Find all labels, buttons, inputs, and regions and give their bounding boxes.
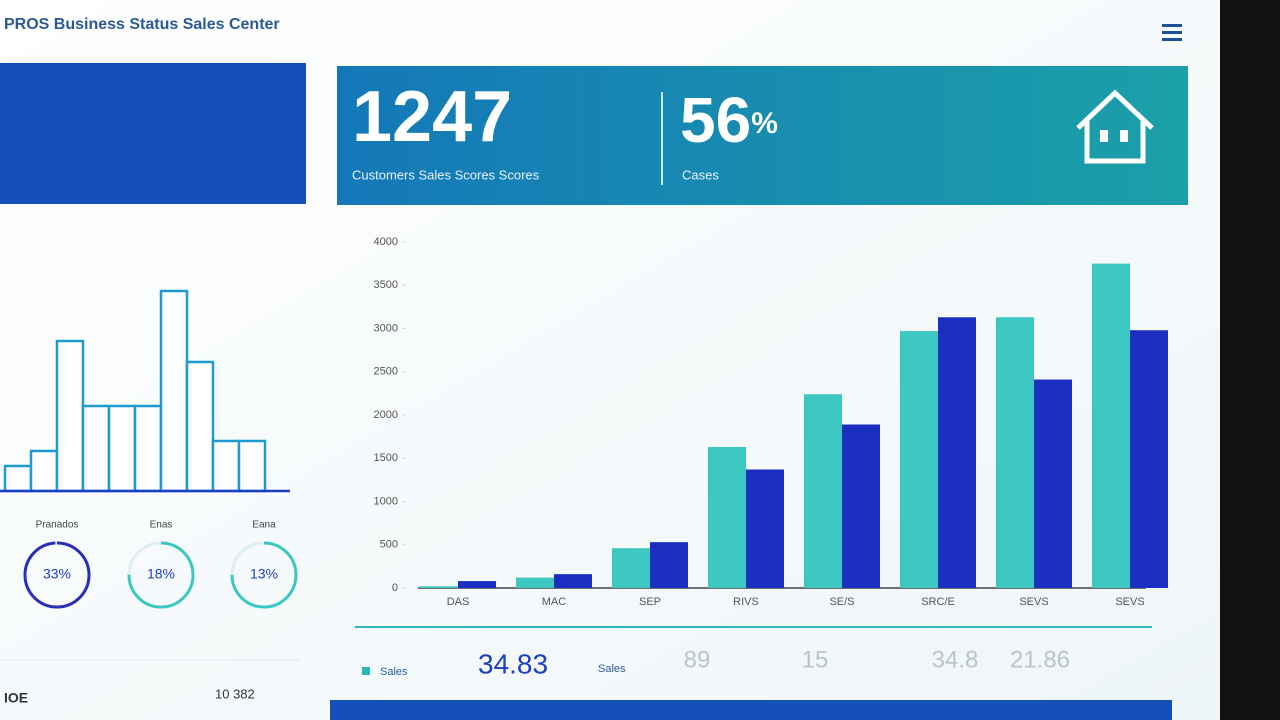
- footer-legend: Sales: [380, 666, 408, 678]
- left-panel: [0, 63, 306, 204]
- home-icon[interactable]: [1076, 89, 1154, 164]
- bar: [612, 548, 650, 588]
- y-tick-label: 500: [380, 539, 398, 551]
- x-tick-label: SEVS: [1019, 596, 1048, 608]
- bar: [107, 404, 137, 493]
- bar: [1092, 263, 1130, 588]
- bar: [900, 331, 938, 588]
- y-tick-label: 0: [392, 582, 398, 594]
- bar: [554, 574, 592, 588]
- legend-swatch: [362, 667, 370, 675]
- donut-value: 18%: [147, 566, 175, 582]
- bar: [746, 469, 784, 588]
- bar: [1130, 330, 1168, 588]
- page-title: PROS Business Status Sales Center: [4, 16, 280, 33]
- donut-label: Pranados: [36, 520, 79, 531]
- kpi-value: 56%: [680, 84, 778, 156]
- donut-arc: [230, 541, 298, 609]
- footer-main: 34.83: [478, 648, 548, 679]
- bar: [420, 586, 458, 588]
- y-tick-label: 3500: [374, 279, 398, 291]
- kpi-value: 1247: [352, 77, 512, 157]
- footer-item: 89: [684, 646, 711, 673]
- menu-icon[interactable]: [1162, 24, 1182, 41]
- bar: [842, 424, 880, 588]
- bar: [159, 289, 189, 493]
- y-tick-label: 2000: [374, 409, 398, 421]
- y-tick-label: 1000: [374, 495, 398, 507]
- x-tick-label: DAS: [447, 596, 470, 608]
- footer-item: 21.86: [1010, 646, 1070, 673]
- donut-value: 13%: [250, 566, 278, 582]
- donut-arc: [127, 541, 195, 609]
- bar: [996, 317, 1034, 588]
- donut-value: 33%: [43, 566, 71, 582]
- y-tick-label: 3000: [374, 322, 398, 334]
- bar: [55, 339, 85, 493]
- bar: [1034, 379, 1072, 588]
- bar: [29, 449, 59, 493]
- bar: [3, 464, 33, 493]
- bar: [516, 577, 554, 588]
- kpi-label: Cases: [682, 167, 719, 182]
- footer-sub: Sales: [598, 663, 626, 675]
- x-tick-label: SEP: [639, 596, 661, 608]
- donut-label: Eana: [252, 520, 276, 531]
- donut-label: Enas: [150, 520, 173, 531]
- y-tick-label: 4000: [374, 236, 398, 248]
- x-tick-label: SEVS: [1115, 596, 1144, 608]
- bar: [708, 447, 746, 588]
- bar: [938, 317, 976, 588]
- bar: [185, 360, 215, 493]
- footer-left-value: 10 382: [215, 686, 255, 701]
- bar: [211, 439, 241, 493]
- x-tick-label: MAC: [542, 596, 567, 608]
- kpi-label: Customers Sales Scores Scores: [352, 167, 540, 182]
- footer-item: 15: [802, 646, 829, 673]
- footer-item: 34.8: [932, 646, 979, 673]
- bar: [458, 581, 496, 588]
- y-tick-label: 2500: [374, 366, 398, 378]
- x-tick-label: SRC/E: [921, 596, 955, 608]
- bottom-bar: [330, 700, 1172, 720]
- y-tick-label: 1500: [374, 452, 398, 464]
- kpi-banner: [337, 66, 1188, 205]
- bar: [237, 439, 267, 493]
- bezel: [1220, 0, 1280, 720]
- bar: [81, 404, 111, 493]
- footer-left: IOE: [4, 690, 28, 706]
- bar: [804, 394, 842, 588]
- x-tick-label: SE/S: [829, 596, 854, 608]
- donut-arc: [23, 541, 91, 609]
- bar: [133, 404, 163, 493]
- x-tick-label: RIVS: [733, 596, 759, 608]
- bar: [650, 542, 688, 588]
